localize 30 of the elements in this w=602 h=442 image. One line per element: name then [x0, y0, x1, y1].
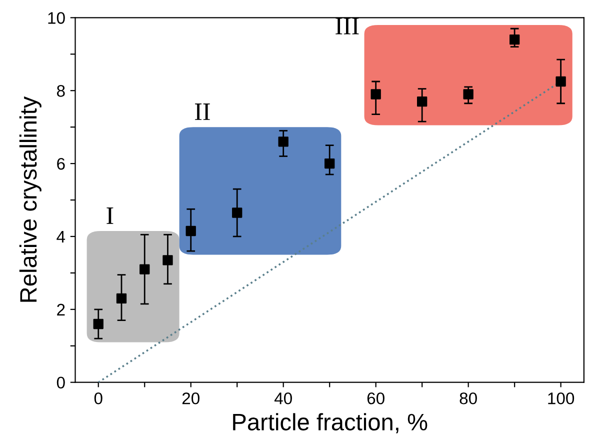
annotation: III — [336, 18, 359, 34]
point — [140, 264, 150, 274]
y-tick-label: 0 — [56, 376, 65, 389]
y-tick-label: 10 — [48, 12, 65, 24]
x-tick-label: 0 — [94, 392, 102, 404]
point — [463, 89, 474, 100]
x-axis-title: Particle fraction, % — [233, 413, 428, 434]
point — [232, 208, 242, 218]
point — [370, 89, 381, 100]
point — [162, 255, 173, 266]
point — [116, 293, 127, 304]
point — [509, 34, 520, 45]
x-tick-label: 80 — [460, 392, 477, 404]
point — [278, 136, 288, 147]
point — [417, 96, 428, 107]
y-tick-label: 6 — [57, 158, 65, 170]
y-tick-label: 8 — [56, 85, 65, 97]
y-axis-title: Relative crystallinity — [19, 96, 42, 302]
x-tick-label: 100 — [548, 392, 574, 404]
point — [556, 76, 566, 87]
x-tick-label: 20 — [182, 392, 200, 404]
y-tick-label: 2 — [57, 304, 65, 316]
point — [324, 158, 335, 169]
x-tick-label: 40 — [274, 392, 292, 404]
point — [186, 226, 196, 236]
x-tick-label: 60 — [367, 392, 384, 404]
annotation: I — [106, 207, 114, 224]
point — [93, 318, 104, 330]
annotation: II — [195, 104, 210, 120]
y-tick-label: 4 — [56, 231, 66, 243]
